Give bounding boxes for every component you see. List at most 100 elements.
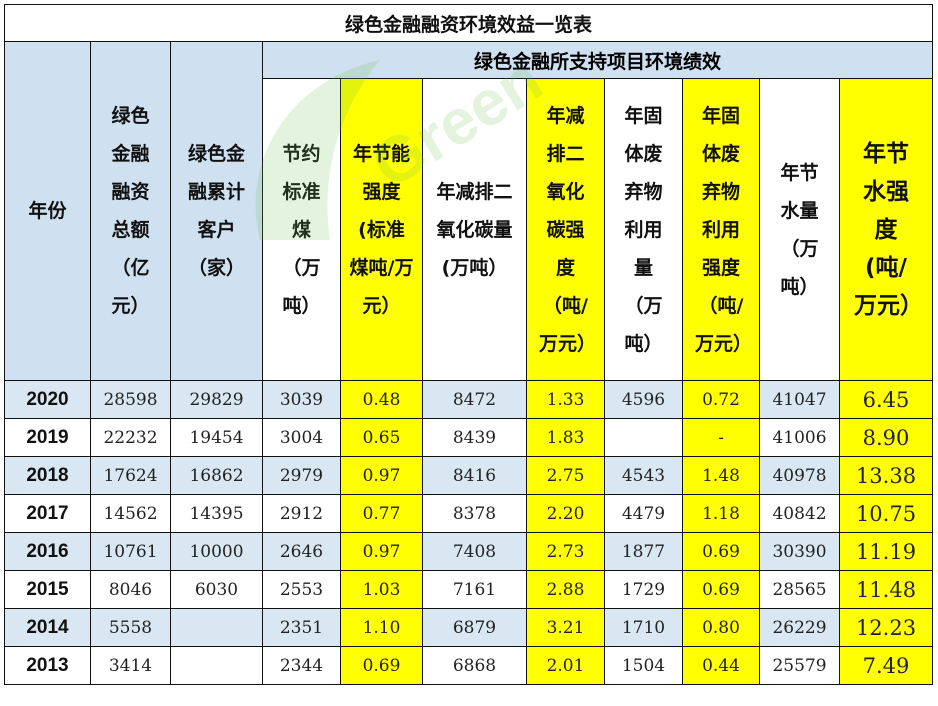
cell: 7408 [422, 532, 527, 571]
cell: 8416 [422, 456, 527, 495]
cell: 22232 [90, 418, 171, 457]
group-header: 绿色金融所支持项目环境绩效 [262, 41, 933, 79]
table-row: 2020 28598 29829 3039 0.48 8472 1.33 459… [4, 380, 933, 419]
cell: 0.69 [340, 646, 423, 685]
cell: 29829 [170, 380, 263, 419]
table-row: 2019 22232 19454 3004 0.65 8439 1.83 - 4… [4, 418, 933, 457]
table-row: 2013 3414 2344 0.69 6868 2.01 1504 0.44 … [4, 646, 933, 685]
cell: 14562 [90, 494, 171, 533]
header-water-saved-label: 年节水量（万吨） [780, 161, 819, 298]
cell: 0.48 [340, 380, 423, 419]
cell: 2344 [262, 646, 341, 685]
table-row: 2014 5558 2351 1.10 6879 3.21 1710 0.80 … [4, 608, 933, 647]
cell: 8439 [422, 418, 527, 457]
header-solid-waste-intensity: 年固体废弃物利用强度（吨/万元） [682, 78, 760, 381]
table-row: 2017 14562 14395 2912 0.77 8378 2.20 447… [4, 494, 933, 533]
header-water-saved: 年节水量（万吨） [759, 78, 840, 381]
cell: 12.23 [839, 608, 933, 647]
header-clients: 绿色金融累计客户（家） [170, 41, 263, 381]
cell: 28565 [759, 570, 840, 609]
cell: 11.48 [839, 570, 933, 609]
header-year: 年份 [4, 41, 91, 381]
table-row: 2016 10761 10000 2646 0.97 7408 2.73 187… [4, 532, 933, 571]
cell: 10000 [170, 532, 263, 571]
cell: 40978 [759, 456, 840, 495]
cell: 4596 [604, 380, 683, 419]
header-water-intensity: 年节水强度(吨/万元） [839, 78, 933, 381]
table-title: 绿色金融融资环境效益一览表 [4, 4, 933, 42]
year-cell: 2016 [4, 532, 91, 571]
cell: 6.45 [839, 380, 933, 419]
cell: 2.75 [526, 456, 605, 495]
cell: 0.72 [682, 380, 760, 419]
cell: 0.77 [340, 494, 423, 533]
environment-benefit-table: 绿色金融融资环境效益一览表 年份 绿色金融融资总额（亿元） 绿色金融累计客户（家… [4, 4, 933, 685]
cell: 1.03 [340, 570, 423, 609]
cell: 5558 [90, 608, 171, 647]
cell: 8378 [422, 494, 527, 533]
cell: 6030 [170, 570, 263, 609]
cell: 3004 [262, 418, 341, 457]
header-solid-waste-intensity-label: 年固体废弃物利用强度（吨/万元） [695, 104, 753, 355]
cell: 2912 [262, 494, 341, 533]
cell: 3039 [262, 380, 341, 419]
year-cell: 2013 [4, 646, 91, 685]
cell: 41047 [759, 380, 840, 419]
cell: 0.80 [682, 608, 760, 647]
cell: 6868 [422, 646, 527, 685]
cell: 13.38 [839, 456, 933, 495]
header-financing-total-label: 绿色金融融资总额（亿元） [111, 105, 150, 317]
cell: 11.19 [839, 532, 933, 571]
cell: 2.73 [526, 532, 605, 571]
cell: 16862 [170, 456, 263, 495]
header-co2-intensity-label: 年减排二氧化碳强度（吨/万元） [539, 104, 597, 355]
cell: 3414 [90, 646, 171, 685]
cell: - [682, 418, 760, 457]
cell: 4479 [604, 494, 683, 533]
cell: 8472 [422, 380, 527, 419]
header-coal-saved: 节约标准煤（万吨） [262, 78, 341, 381]
cell: 6879 [422, 608, 527, 647]
cell: 1729 [604, 570, 683, 609]
cell: 1.83 [526, 418, 605, 457]
cell: 0.65 [340, 418, 423, 457]
cell: 7.49 [839, 646, 933, 685]
cell: 14395 [170, 494, 263, 533]
cell [170, 646, 263, 685]
cell: 41006 [759, 418, 840, 457]
cell [170, 608, 263, 647]
cell: 1.18 [682, 494, 760, 533]
header-solid-waste-label: 年固体废弃物利用量（万吨） [624, 104, 663, 355]
cell: 3.21 [526, 608, 605, 647]
table-row: 2015 8046 6030 2553 1.03 7161 2.88 1729 … [4, 570, 933, 609]
header-financing-total: 绿色金融融资总额（亿元） [90, 41, 171, 381]
year-cell: 2017 [4, 494, 91, 533]
cell [604, 418, 683, 457]
cell: 1.48 [682, 456, 760, 495]
cell: 2351 [262, 608, 341, 647]
cell: 4543 [604, 456, 683, 495]
cell: 2.01 [526, 646, 605, 685]
year-cell: 2014 [4, 608, 91, 647]
cell: 1.33 [526, 380, 605, 419]
header-co2-reduction: 年减排二氧化碳量(万吨） [422, 78, 527, 381]
header-solid-waste: 年固体废弃物利用量（万吨） [604, 78, 683, 381]
table-container: 绿色金融融资环境效益一览表 年份 绿色金融融资总额（亿元） 绿色金融累计客户（家… [4, 4, 933, 685]
cell: 7161 [422, 570, 527, 609]
cell: 2646 [262, 532, 341, 571]
cell: 0.97 [340, 532, 423, 571]
cell: 19454 [170, 418, 263, 457]
cell: 0.97 [340, 456, 423, 495]
cell: 17624 [90, 456, 171, 495]
cell: 10761 [90, 532, 171, 571]
cell: 2.20 [526, 494, 605, 533]
table-row: 2018 17624 16862 2979 0.97 8416 2.75 454… [4, 456, 933, 495]
header-clients-label: 绿色金融累计客户（家） [187, 143, 245, 279]
year-cell: 2018 [4, 456, 91, 495]
year-cell: 2019 [4, 418, 91, 457]
cell: 8.90 [839, 418, 933, 457]
cell: 26229 [759, 608, 840, 647]
year-cell: 2020 [4, 380, 91, 419]
cell: 40842 [759, 494, 840, 533]
cell: 2.88 [526, 570, 605, 609]
